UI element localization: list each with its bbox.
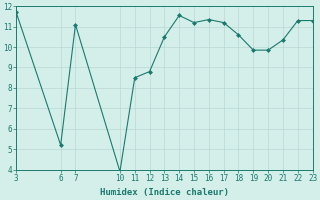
X-axis label: Humidex (Indice chaleur): Humidex (Indice chaleur) bbox=[100, 188, 229, 197]
